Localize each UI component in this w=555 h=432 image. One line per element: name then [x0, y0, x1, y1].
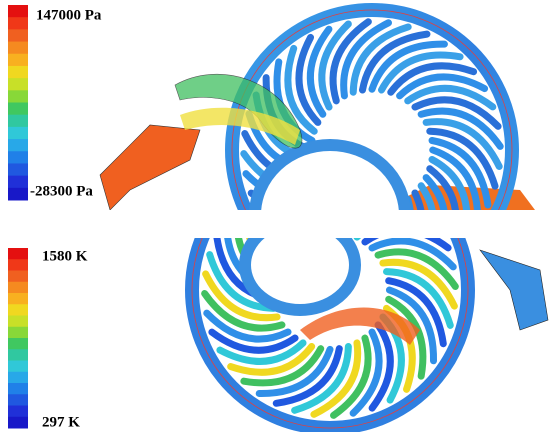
colorbar-band [8, 54, 28, 67]
inlet-pipe [100, 125, 200, 210]
colorbar-band [8, 66, 28, 79]
blade [270, 208, 353, 234]
pipe [480, 250, 548, 330]
colorbar-band [8, 293, 28, 305]
colorbar-band [8, 394, 28, 406]
colorbar-band [8, 139, 28, 152]
colorbar-band [8, 5, 28, 18]
screenshot: 147000 Pa -28300 Pa 1580 K 297 K [0, 0, 555, 432]
colorbar-band [8, 406, 28, 418]
colorbar-band [8, 17, 28, 30]
colorbar-band [8, 361, 28, 373]
colorbar-band [8, 42, 28, 55]
colorbar-band [8, 304, 28, 316]
colorbar-band [8, 417, 28, 429]
colorbar-band [8, 316, 28, 328]
colorbar-band [8, 90, 28, 103]
inner-ring [245, 220, 355, 310]
colorbar-band [8, 259, 28, 271]
colorbar-band [8, 372, 28, 384]
colorbar-band [8, 282, 28, 294]
colorbar-band [8, 338, 28, 350]
blade [357, 219, 440, 237]
max-label: 147000 Pa [36, 7, 102, 23]
min-label: -28300 Pa [30, 183, 93, 199]
colorbar-band [8, 327, 28, 339]
colorbar-band [8, 29, 28, 42]
colorbar-band [8, 115, 28, 128]
colorbar-band [8, 271, 28, 283]
colorbar-band [8, 151, 28, 164]
max-label: 1580 K [42, 248, 88, 264]
colorbar-band [8, 103, 28, 116]
colorbar-band [8, 176, 28, 189]
colorbar-band [8, 248, 28, 260]
colorbar-band [8, 383, 28, 395]
colorbar-band [8, 349, 28, 361]
colorbars [8, 5, 28, 429]
colorbar-band [8, 163, 28, 176]
blade [348, 208, 429, 234]
min-label: 297 K [42, 414, 80, 430]
colorbar-band [8, 78, 28, 91]
colorbar-band [8, 127, 28, 140]
colorbar-band [8, 188, 28, 201]
